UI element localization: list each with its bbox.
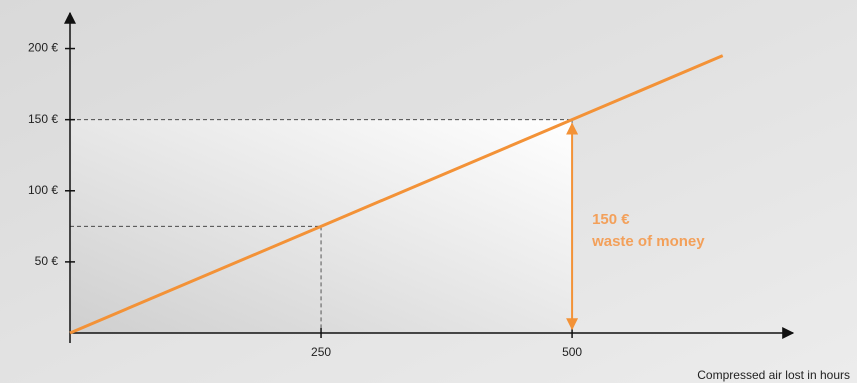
y-tick-label: 150 € <box>28 112 58 126</box>
x-tick-label: 250 <box>311 345 331 359</box>
x-tick-label: 500 <box>562 345 582 359</box>
annotation: waste of money <box>591 233 705 250</box>
y-tick-label: 50 € <box>35 254 59 268</box>
x-axis-label: Compressed air lost in hours <box>697 368 850 382</box>
line <box>69 54 724 335</box>
annotation: 150 € <box>592 211 630 228</box>
y-tick-label: 100 € <box>28 183 58 197</box>
y-tick-label: 200 € <box>28 41 58 55</box>
